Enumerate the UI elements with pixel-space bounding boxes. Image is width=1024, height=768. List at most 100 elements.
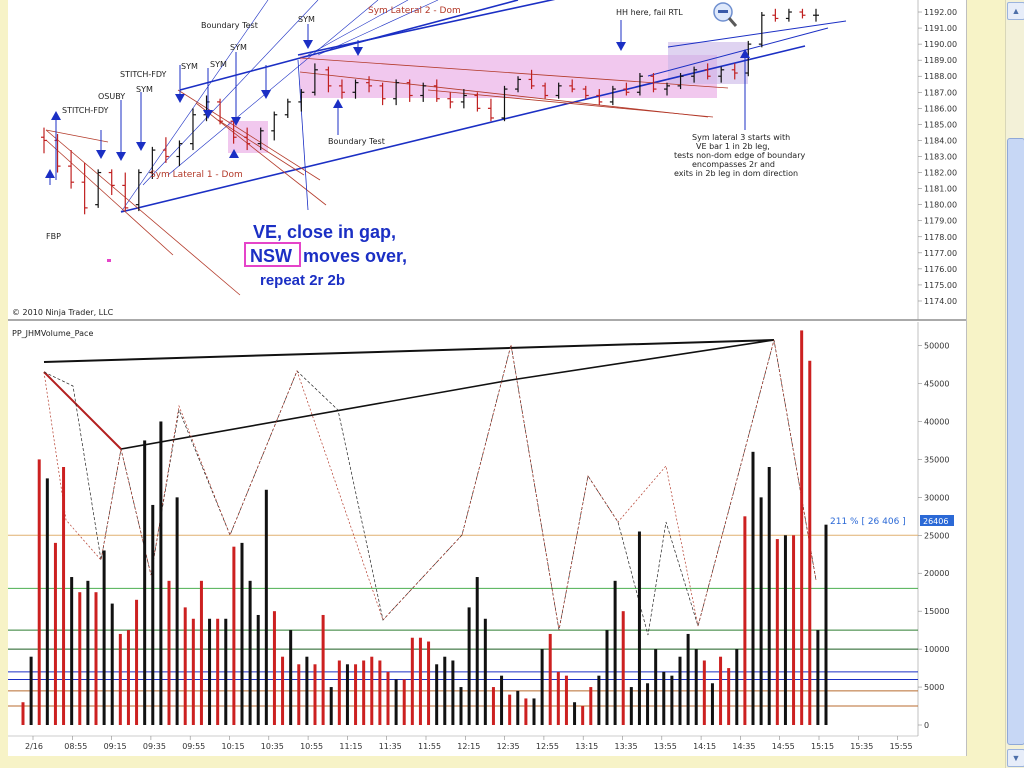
volume-bar	[581, 706, 585, 725]
blue-arrow-icon	[203, 68, 213, 119]
price-tick-label: 1183.00	[924, 153, 957, 162]
volume-bar	[175, 497, 179, 725]
pink-marker	[107, 259, 111, 262]
blue-arrow-icon	[261, 65, 271, 99]
price-bar	[785, 8, 792, 22]
price-bar	[691, 66, 698, 83]
price-bar	[501, 85, 508, 122]
price-bars	[41, 8, 819, 215]
fan-line-4	[307, 0, 409, 56]
volume-bar	[159, 421, 163, 725]
volume-readout: 211 % [ 26 406 ]	[830, 517, 906, 527]
label-sym-1: SYM	[230, 43, 247, 52]
volume-bar	[321, 614, 325, 725]
volume-bar	[735, 649, 739, 725]
price-bar	[298, 89, 305, 112]
price-bar	[41, 127, 47, 154]
volume-bar	[199, 580, 203, 725]
price-tick-label: 1188.00	[924, 72, 957, 81]
note-line-1: Sym lateral 3 starts with	[692, 133, 790, 142]
volume-bar	[370, 656, 374, 725]
volume-tick-label: 25000	[924, 531, 949, 540]
time-tick-label: 15:35	[850, 742, 873, 751]
note-line-3: tests non-dom edge of boundary	[674, 151, 805, 160]
time-tick-label: 12:15	[457, 742, 480, 751]
time-tick-label: 09:35	[143, 742, 166, 751]
swing-zigzag-red	[43, 339, 817, 631]
volume-tick-label: 35000	[924, 455, 949, 464]
blue-arrow-icon	[740, 49, 750, 130]
volume-bar	[532, 698, 536, 725]
price-tick-label: 1190.00	[924, 40, 957, 49]
blue-arrow-icon	[333, 99, 343, 135]
volume-bar	[118, 633, 122, 725]
lateral-lines-blue	[297, 59, 309, 211]
time-tick-label: 10:35	[261, 742, 284, 751]
price-bar	[189, 108, 196, 151]
volume-bar	[313, 664, 317, 725]
big-annotation: VE, close in gap, NSW moves over, repeat…	[244, 222, 407, 289]
volume-bar	[524, 698, 528, 725]
fan-line-2	[142, 0, 319, 186]
volume-bar	[548, 633, 552, 725]
vertical-scrollbar[interactable]: ▲ ▼	[1005, 0, 1024, 768]
volume-bar	[613, 580, 617, 725]
price-bar	[758, 12, 765, 48]
price-tick-label: 1189.00	[924, 56, 957, 65]
price-bar	[149, 146, 156, 179]
trendlines	[120, 0, 847, 213]
price-bar	[68, 150, 75, 189]
scroll-down-button[interactable]: ▼	[1007, 749, 1024, 767]
price-bar	[230, 117, 237, 144]
volume-bar	[702, 660, 706, 725]
time-tick-label: 13:55	[654, 742, 677, 751]
scroll-thumb[interactable]	[1007, 138, 1024, 745]
label-sym-4: SYM	[136, 85, 153, 94]
label-fbp: FBP	[46, 232, 61, 241]
lateral-line-1	[45, 129, 241, 296]
scroll-up-button[interactable]: ▲	[1007, 2, 1024, 20]
volume-bar	[719, 656, 723, 725]
volume-bar	[386, 671, 390, 725]
blue-arrow-icon	[136, 92, 146, 151]
price-bar	[555, 82, 562, 99]
blue-arrow-icon	[229, 149, 239, 158]
volume-bar	[508, 694, 512, 725]
annotation-arrows	[45, 20, 750, 185]
volume-bar	[710, 683, 714, 725]
lateral-line-4	[195, 102, 327, 206]
price-tick-label: 1180.00	[924, 201, 957, 210]
note-line-4: encompasses 2r and	[692, 160, 775, 169]
volume-bar	[564, 675, 568, 725]
volume-bar	[232, 546, 236, 725]
price-bar	[677, 73, 684, 90]
volume-bar	[824, 524, 828, 725]
lateral-line-3	[177, 89, 321, 181]
zoom-out-icon[interactable]	[713, 2, 738, 27]
main-support-trendline	[120, 45, 806, 213]
price-bar	[474, 92, 481, 112]
fan-line-3	[167, 0, 379, 176]
label-boundary-test-mid: Boundary Test	[328, 137, 385, 146]
volume-bar	[297, 664, 301, 725]
price-bar	[636, 73, 643, 96]
volume-bar	[418, 637, 422, 725]
price-bar	[122, 172, 129, 212]
price-bar	[393, 79, 400, 106]
volume-bar	[126, 630, 130, 725]
volume-bar	[516, 690, 520, 725]
volume-bar	[191, 618, 195, 725]
time-tick-label: 09:55	[182, 742, 205, 751]
volume-bar	[378, 660, 382, 725]
time-tick-label: 15:15	[811, 742, 834, 751]
time-tick-label: 14:15	[693, 742, 716, 751]
volume-bar	[337, 660, 341, 725]
lateral-blue-1	[297, 59, 309, 211]
blue-arrow-icon	[303, 24, 313, 49]
price-bar	[542, 82, 549, 99]
label-sym-lateral-1: Sym Lateral 1 - Dom	[150, 170, 243, 180]
volume-bar	[792, 535, 796, 725]
volume-bar	[78, 592, 82, 725]
volume-bar	[621, 611, 625, 725]
time-tick-label: 13:15	[575, 742, 598, 751]
